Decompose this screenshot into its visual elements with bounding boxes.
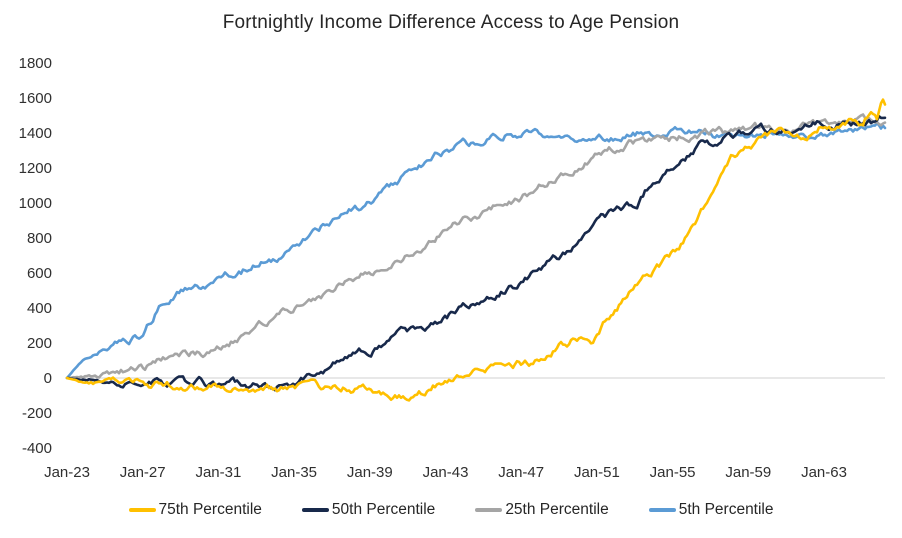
legend-label: 50th Percentile — [331, 501, 436, 518]
series-line-25th-percentile — [65, 113, 887, 380]
series-line-50th-percentile — [65, 114, 887, 392]
x-tick-label: Jan-31 — [195, 464, 242, 481]
x-tick-label: Jan-23 — [44, 464, 90, 481]
legend-item: 75th Percentile — [128, 501, 262, 519]
y-tick-label: 1800 — [18, 54, 52, 72]
y-tick-label: 1200 — [18, 159, 52, 177]
legend-item: 5th Percentile — [648, 501, 774, 519]
chart-title: Fortnightly Income Difference Access to … — [222, 12, 680, 33]
legend-swatch — [648, 507, 676, 513]
legend-item: 25th Percentile — [475, 501, 609, 519]
x-tick-label: Jan-39 — [346, 464, 393, 481]
y-tick-label: -200 — [21, 404, 52, 422]
legend-swatch — [128, 507, 156, 513]
x-tick-label: Jan-43 — [422, 464, 469, 481]
y-tick-label: 200 — [26, 334, 52, 352]
legend-label: 5th Percentile — [678, 501, 774, 518]
x-tick-label: Jan-51 — [573, 464, 620, 481]
y-tick-label: 800 — [26, 229, 52, 247]
y-tick-label: -400 — [21, 439, 52, 457]
legend-swatch — [475, 507, 503, 513]
y-tick-label: 1000 — [18, 194, 52, 212]
x-tick-label: Jan-63 — [801, 464, 847, 481]
legend-swatch — [301, 507, 329, 513]
y-tick-label: 600 — [26, 264, 52, 282]
legend-label: 75th Percentile — [158, 501, 262, 518]
legend-item: 50th Percentile — [301, 501, 436, 519]
x-tick-label: Jan-35 — [271, 464, 318, 481]
y-tick-label: 1600 — [18, 89, 52, 107]
y-tick-label: 1400 — [18, 124, 52, 142]
x-tick-label: Jan-27 — [119, 464, 166, 481]
legend-label: 25th Percentile — [505, 501, 609, 518]
series-line-5th-percentile — [65, 121, 887, 380]
series-line-75th-percentile — [65, 98, 887, 402]
x-tick-label: Jan-55 — [649, 464, 696, 481]
chart-legend: 75th Percentile 50th Percentile 25th Perce… — [0, 501, 902, 519]
x-tick-label: Jan-47 — [498, 464, 545, 481]
y-tick-label: 0 — [43, 369, 52, 387]
x-tick-label: Jan-59 — [725, 464, 772, 481]
y-tick-label: 400 — [26, 299, 52, 317]
